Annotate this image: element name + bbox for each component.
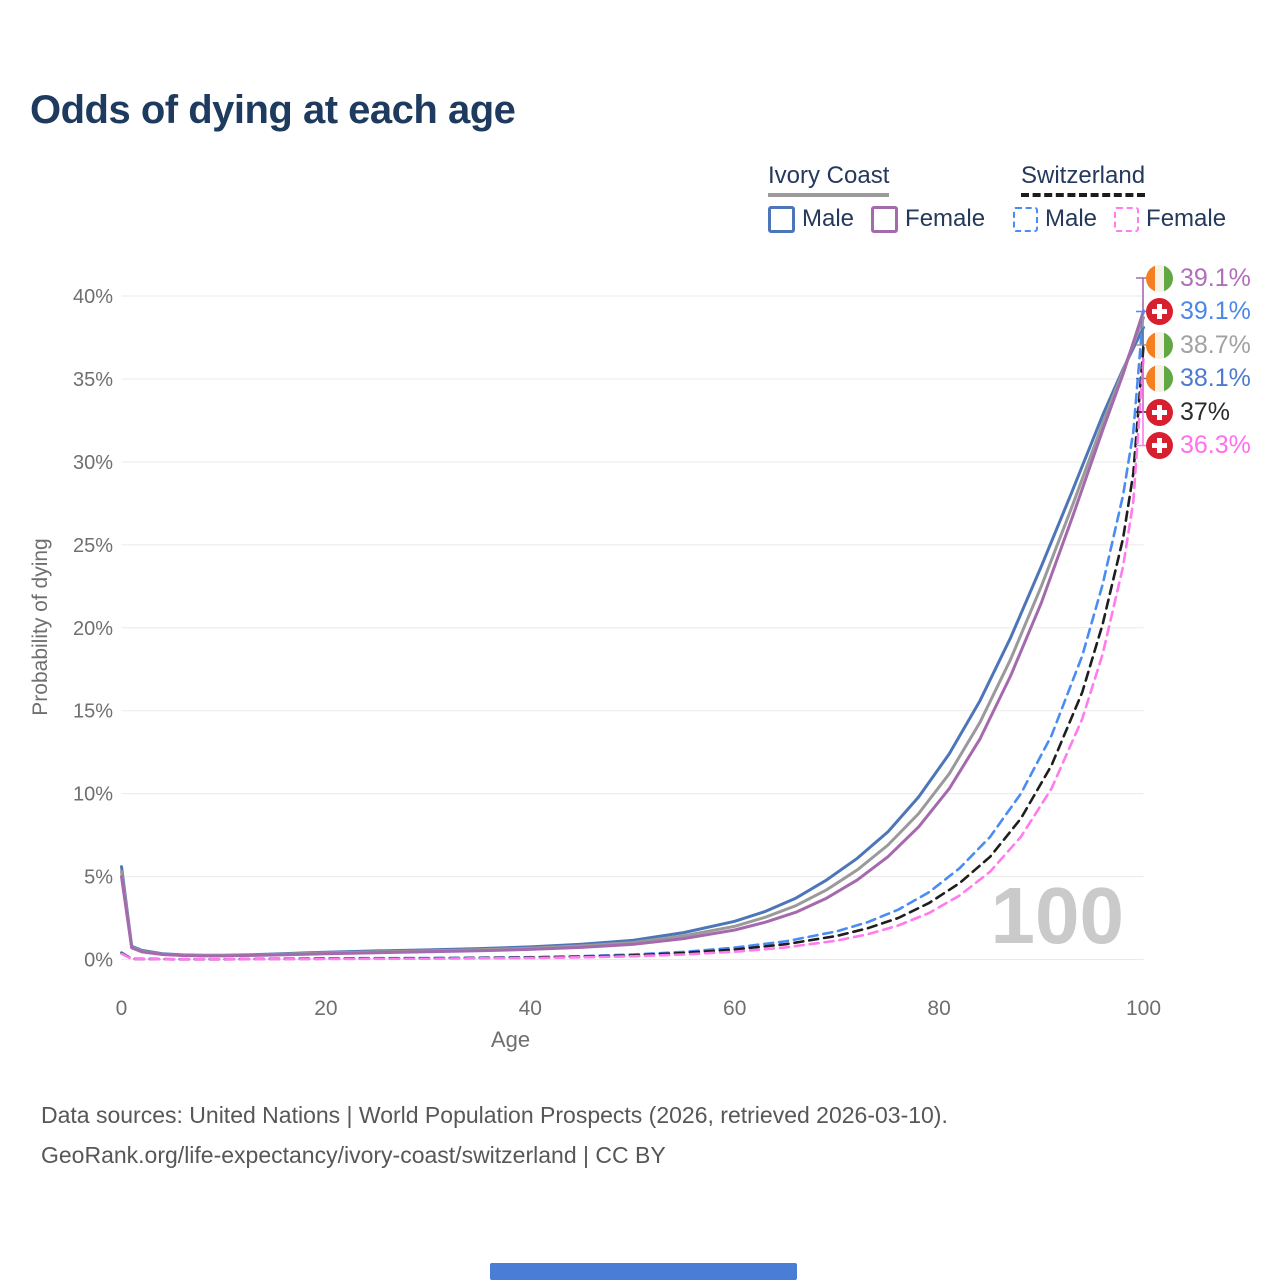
flag-icon-switzerland [1146,298,1173,325]
end-label-switzerland-female-female: 36.3% [1146,431,1251,460]
legend-label-ivory-coast-female[interactable]: Female [905,205,986,232]
x-tick-label: 60 [723,997,746,1020]
y-tick-label: 10% [73,784,113,806]
legend-group-ivory-coast: Ivory Coast Male Female [768,162,1002,233]
x-tick-label: 100 [1126,997,1161,1020]
end-label-ivory-coast-female-female: 39.1% [1146,264,1251,292]
legend-checkbox-switzerland-female[interactable] [1114,206,1140,232]
line-ivory-coast-male-male[interactable] [120,326,1145,957]
flag-icon-ivory-coast [1146,264,1173,292]
end-value: 39.1% [1180,297,1251,325]
flag-icon-ivory-coast [1146,331,1173,359]
line-switzerland-female-female[interactable] [120,356,1145,961]
line-switzerland-both-sexes[interactable] [120,344,1145,961]
y-tick-label: 25% [73,535,113,557]
end-value: 39.1% [1180,263,1251,292]
x-tick-label: 80 [927,997,950,1020]
page-title: Odds of dying at each age [30,88,516,132]
flag-icon-switzerland [1146,398,1173,426]
legend-header-switzerland[interactable]: Switzerland [1021,162,1146,197]
x-axis-title: Age [491,1027,530,1052]
end-label-ivory-coast-male-male: 38.1% [1146,364,1251,393]
x-tick-label: 40 [519,997,542,1020]
end-label-switzerland-male-male: 39.1% [1146,297,1251,326]
end-value: 38.1% [1180,364,1251,392]
legend-header-ivory-coast[interactable]: Ivory Coast [768,162,890,197]
age-watermark: 100 [991,871,1124,960]
legend-checkbox-switzerland-male[interactable] [1013,206,1038,232]
y-tick-label: 35% [73,369,113,391]
y-axis-title: Probability of dying [29,538,52,715]
data-sources-line: Data sources: United Nations | World Pop… [41,1102,948,1128]
legend-label-switzerland-male[interactable]: Male [1045,205,1098,232]
y-tick-label: 5% [84,867,113,889]
line-ivory-coast-both-sexes[interactable] [120,316,1145,957]
y-tick-label: 0% [84,950,113,972]
line-ivory-coast-female-female[interactable] [120,309,1145,958]
y-tick-label: 15% [73,701,113,723]
x-tick-label: 20 [314,997,337,1020]
end-value: 38.7% [1180,330,1251,359]
legend-group-switzerland: Switzerland Male Female [1013,162,1243,233]
legend-label-ivory-coast-male[interactable]: Male [802,205,855,232]
end-value: 36.3% [1180,431,1251,459]
end-label-ivory-coast-both-sexes: 38.7% [1146,331,1251,359]
legend-checkbox-ivory-coast-female[interactable] [871,205,899,233]
legend-label-switzerland-female[interactable]: Female [1146,205,1227,232]
y-tick-label: 40% [73,286,113,308]
flag-icon-ivory-coast [1146,365,1173,392]
x-tick-label: 0 [116,997,128,1020]
end-value: 37% [1180,397,1231,426]
line-switzerland-male-male[interactable] [120,309,1145,961]
y-tick-label: 30% [73,452,113,474]
end-label-switzerland-both-sexes: 37% [1146,398,1230,426]
gridlines: 0% 5% 10% 15% 20% 25% 30% 35% 40% 0 20 40 60 80 100 [73,286,1161,1020]
y-tick-label: 20% [73,618,113,640]
timeline-progress-bar[interactable] [490,1263,797,1280]
legend-checkbox-ivory-coast-male[interactable] [768,205,795,233]
attribution-line: GeoRank.org/life-expectancy/ivory-coast/… [41,1142,666,1168]
flag-icon-switzerland [1146,432,1173,459]
